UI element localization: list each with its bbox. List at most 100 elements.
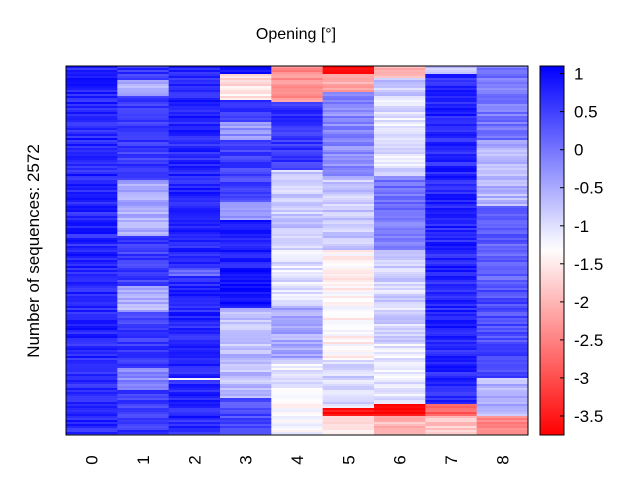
heatmap-cell [66,274,118,277]
heatmap-cell [271,112,324,115]
heatmap-cell [117,70,170,73]
heatmap-cell [117,352,170,355]
heatmap-cell [271,106,324,109]
heatmap-cell [476,148,529,151]
heatmap-cell [374,282,426,285]
x-tick-label: 7 [442,455,461,464]
heatmap-cell [374,356,426,359]
heatmap-cell [66,232,118,235]
heatmap-cell [220,116,272,119]
heatmap-cell [66,82,118,85]
heatmap-cell [476,392,529,395]
heatmap-cell [271,314,324,317]
heatmap-cell [66,190,118,193]
heatmap-cell [168,306,221,309]
heatmap-cell [168,106,221,109]
heatmap-cell [374,204,426,207]
heatmap-cell [322,78,375,81]
heatmap-cell [374,322,426,325]
heatmap-cell [425,188,478,191]
heatmap-cell [66,170,118,173]
heatmap-cell [117,194,170,197]
heatmap-cell [66,318,118,321]
heatmap-cell [117,152,170,155]
heatmap-cell [117,200,170,203]
heatmap-cell [374,154,426,157]
heatmap-cell [168,224,221,227]
heatmap-cell [425,324,478,327]
heatmap-cell [425,128,478,131]
heatmap-cell [374,208,426,211]
heatmap-cell [117,150,170,153]
heatmap-cell [66,200,118,203]
heatmap-cell [425,264,478,267]
heatmap-cell [476,140,529,143]
heatmap-cell [168,412,221,415]
heatmap-cell [425,336,478,339]
heatmap-cell [117,282,170,285]
heatmap-cell [271,212,324,215]
heatmap-cell [374,176,426,179]
heatmap-cell [476,166,529,169]
heatmap-cell [476,378,529,381]
heatmap-cell [168,334,221,337]
heatmap-cell [374,188,426,191]
heatmap-cell [322,430,375,433]
heatmap-cell [271,366,324,369]
heatmap-cell [322,134,375,137]
heatmap-cell [271,82,324,85]
heatmap-cell [425,176,478,179]
heatmap-cell [117,138,170,141]
heatmap-cell [220,384,272,387]
heatmap-cell [117,294,170,297]
heatmap-cell [476,90,529,93]
heatmap-column-7 [425,66,478,435]
heatmap-cell [322,236,375,239]
heatmap-cell [220,118,272,121]
heatmap-cell [220,126,272,129]
heatmap-cell [117,168,170,171]
heatmap-cell [322,176,375,179]
heatmap-cell [425,420,478,423]
heatmap-cell [374,302,426,305]
heatmap-cell [425,332,478,335]
heatmap-cell [117,414,170,417]
heatmap-column-2 [168,66,221,435]
heatmap-cell [66,74,118,77]
heatmap-cell [168,98,221,101]
heatmap-cell [66,188,118,191]
heatmap-cell [168,296,221,299]
heatmap-cell [168,244,221,247]
heatmap-cell [271,218,324,221]
heatmap-cell [374,314,426,317]
heatmap-cell [476,156,529,159]
heatmap-cell [220,356,272,359]
heatmap-cell [117,382,170,385]
heatmap-cell [476,178,529,181]
heatmap-cell [168,160,221,163]
heatmap-cell [271,78,324,81]
heatmap-cell [425,170,478,173]
heatmap-cell [374,286,426,289]
heatmap-cell [476,384,529,387]
heatmap-cell [425,150,478,153]
heatmap-cell [220,224,272,227]
heatmap-cell [374,80,426,83]
heatmap-cell [425,412,478,415]
heatmap-cell [66,300,118,303]
heatmap-cell [271,272,324,275]
heatmap-cell [374,240,426,243]
heatmap-cell [117,66,170,69]
heatmap-cell [66,178,118,181]
heatmap-cell [476,218,529,221]
heatmap-cell [271,66,324,69]
heatmap-cell [117,416,170,419]
heatmap-cell [66,220,118,223]
heatmap-cell [476,278,529,281]
heatmap-cell [374,198,426,201]
heatmap-cell [374,66,426,69]
heatmap-cell [322,100,375,103]
heatmap-cell [425,144,478,147]
heatmap-cell [271,392,324,395]
heatmap-cell [117,304,170,307]
